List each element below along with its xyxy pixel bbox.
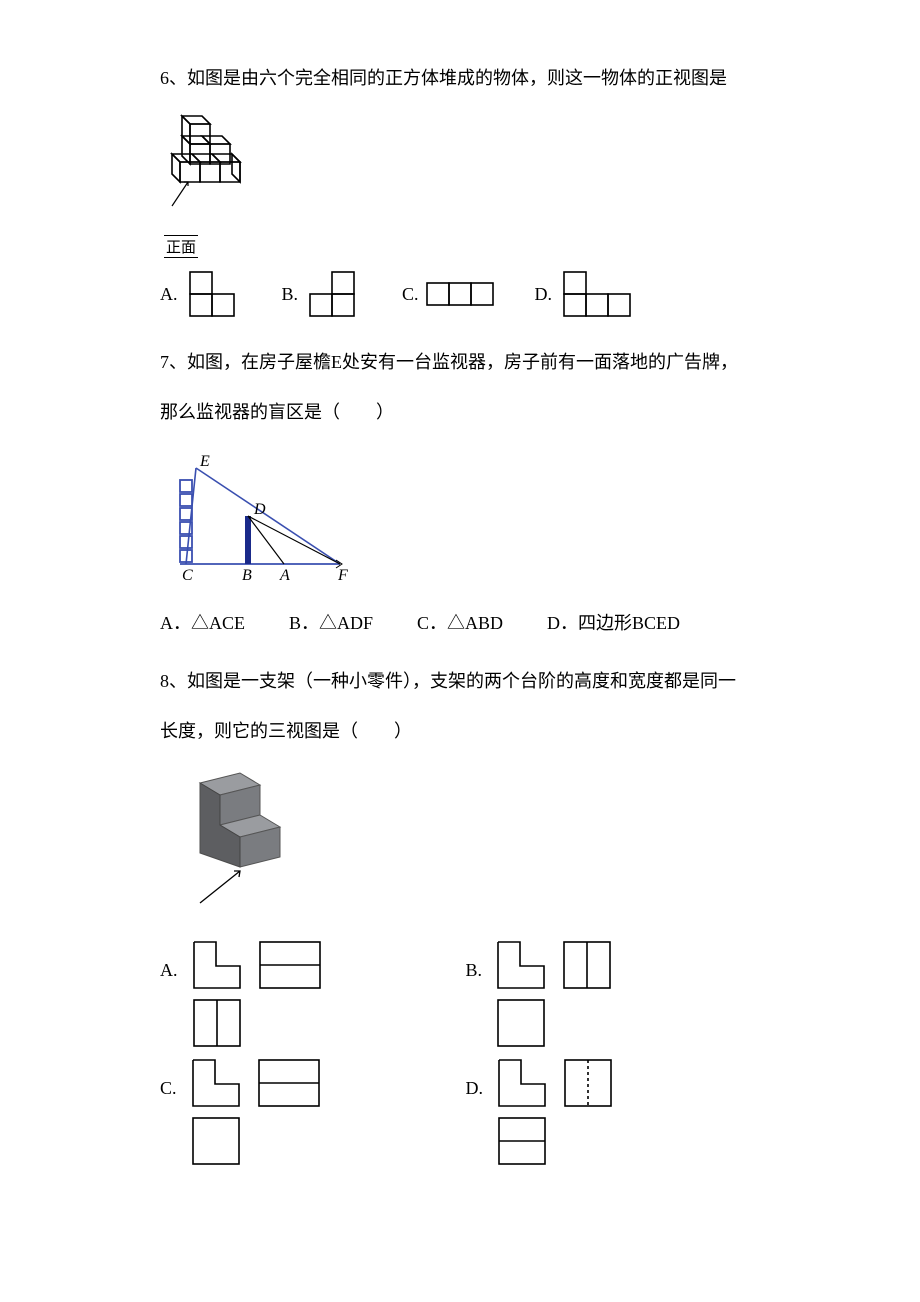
q8-option-a[interactable]: A.: [160, 938, 346, 1048]
q7-options: A．△ACE B．△ADF C．△ABD D．四边形BCED: [160, 609, 780, 635]
q7-line1: 7、如图，在房子屋檐E处安有一台监视器，房子前有一面落地的广告牌，: [160, 344, 780, 380]
q6-front-label: 正面: [164, 235, 198, 258]
q8-c-label: C.: [160, 1078, 177, 1099]
q8-a-label: A.: [160, 960, 178, 981]
q6-option-b[interactable]: B.: [282, 268, 363, 320]
q7-label-F: F: [337, 567, 348, 584]
q8-line1: 8、如图是一支架（一种小零件），支架的两个台阶的高度和宽度都是同一: [160, 663, 780, 699]
q6-a-label: A.: [160, 284, 178, 305]
q8-d-label: D.: [466, 1078, 484, 1099]
q7-option-c[interactable]: C．△ABD: [417, 609, 503, 635]
q6-d-label: D.: [535, 284, 553, 305]
q7-line2: 那么监视器的盲区是（ ）: [160, 394, 780, 430]
q8-option-b[interactable]: B.: [466, 938, 652, 1048]
q8-option-c[interactable]: C.: [160, 1056, 346, 1166]
q7-figure: E D C B A F: [160, 444, 780, 599]
q8-option-d[interactable]: D.: [466, 1056, 652, 1166]
q6-option-d[interactable]: D.: [535, 268, 637, 320]
q7-label-E: E: [199, 453, 210, 470]
q6-option-c[interactable]: C.: [402, 279, 495, 309]
q7-label-B: B: [242, 567, 252, 584]
q8-b-label: B.: [466, 960, 483, 981]
q6-c-label: C.: [402, 284, 419, 305]
q6-figure: 正面: [160, 110, 780, 258]
q7-option-a[interactable]: A．△ACE: [160, 609, 245, 635]
q6-b-label: B.: [282, 284, 299, 305]
q6-text: 6、如图是由六个完全相同的正方体堆成的物体，则这一物体的正视图是: [160, 60, 780, 96]
q8-figure: [160, 763, 780, 928]
q8-options: A. C. B.: [160, 938, 780, 1174]
q7-option-d[interactable]: D．四边形BCED: [547, 609, 680, 635]
q8-line2: 长度，则它的三视图是（ ）: [160, 713, 780, 749]
q6-options: A. B. C. D.: [160, 268, 780, 320]
q7-label-C: C: [182, 567, 193, 584]
q7-label-A: A: [279, 567, 290, 584]
q7-label-D: D: [253, 501, 266, 518]
q7-option-b[interactable]: B．△ADF: [289, 609, 373, 635]
q6-option-a[interactable]: A.: [160, 268, 242, 320]
